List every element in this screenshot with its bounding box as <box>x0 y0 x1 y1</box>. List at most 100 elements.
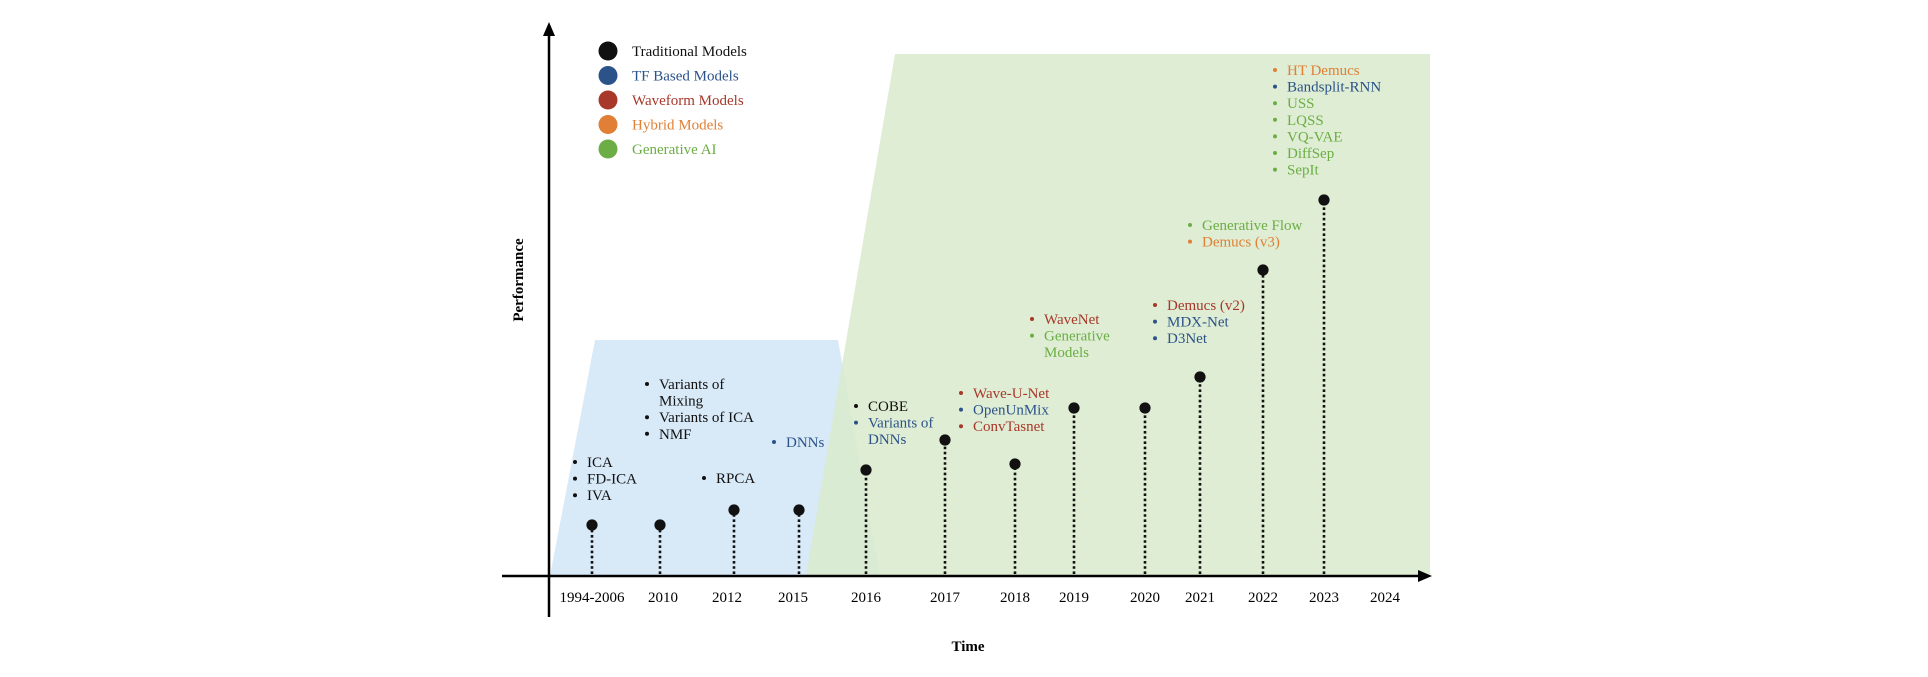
model-name: NMF <box>659 427 692 443</box>
model-name: Demucs (v3) <box>1202 235 1280 251</box>
legend-marker <box>598 115 618 134</box>
time-tick-label: 2021 <box>1185 590 1215 606</box>
legend-label: Generative AI <box>632 142 717 158</box>
timeline-marker <box>1194 371 1206 383</box>
model-name: WaveNet <box>1044 312 1100 328</box>
model-name: IVA <box>587 488 612 504</box>
bullet <box>1273 134 1277 139</box>
model-name: FD-ICA <box>587 472 637 488</box>
legend-marker <box>598 66 618 85</box>
bullet <box>854 404 858 408</box>
time-tick-label: 2015 <box>778 590 808 606</box>
timeline-marker <box>1009 458 1021 470</box>
model-name: Variants of <box>868 416 933 432</box>
model-name: COBE <box>868 399 908 415</box>
bullet <box>959 424 963 429</box>
legend: Traditional Models TF Based Models Wavefor… <box>598 41 747 159</box>
bullet <box>1273 151 1277 155</box>
legend-label: Hybrid Models <box>632 118 723 134</box>
bullet <box>645 415 649 420</box>
bullet <box>645 431 649 436</box>
stems <box>586 194 1330 574</box>
legend-marker <box>598 139 618 159</box>
model-name: RPCA <box>716 471 755 487</box>
time-tick-label: 1994-2006 <box>560 590 625 606</box>
model-name: Generative <box>1044 329 1110 345</box>
bullet <box>1273 117 1277 122</box>
model-name: LQSS <box>1287 113 1324 129</box>
bullet <box>772 440 776 444</box>
legend-label: Waveform Models <box>632 93 744 109</box>
time-tick-label: 2012 <box>712 590 742 606</box>
bullet <box>1273 167 1277 172</box>
bullet <box>1273 68 1277 72</box>
x-axis-arrow <box>1418 570 1432 582</box>
blue-region <box>550 340 880 576</box>
bullet <box>959 391 963 395</box>
bullet <box>1188 223 1192 227</box>
bullet <box>573 476 577 481</box>
model-name: SepIt <box>1287 163 1319 179</box>
model-name: MDX-Net <box>1167 315 1229 331</box>
model-name: Mixing <box>659 394 704 410</box>
model-name: D3Net <box>1167 331 1208 347</box>
timeline-marker <box>654 519 666 531</box>
model-group: RPCA <box>702 471 755 487</box>
model-name: Generative Flow <box>1202 218 1303 234</box>
timeline-marker <box>1068 402 1080 414</box>
time-tick-labels: 1994-2006 2010 2012 2015 2016 2017 2018 2019 202… <box>560 590 1401 606</box>
model-group: HT DemucsBandsplit-RNNUSSLQSSVQ-VAEDiffS… <box>1273 63 1381 179</box>
time-tick-label: 2016 <box>851 590 882 606</box>
bullet <box>1030 317 1034 321</box>
bullet <box>1030 333 1034 338</box>
model-name: HT Demucs <box>1287 63 1360 79</box>
legend-label: TF Based Models <box>632 69 739 85</box>
bullet <box>1153 319 1157 324</box>
timeline-marker <box>1318 194 1330 206</box>
bullet <box>854 420 858 425</box>
timeline-marker <box>586 519 598 531</box>
timeline-marker <box>860 464 872 476</box>
model-name: Wave-U-Net <box>973 386 1050 402</box>
bullet <box>1273 84 1277 89</box>
model-name: VQ-VAE <box>1287 129 1343 145</box>
timeline-marker <box>793 504 805 516</box>
time-tick-label: 2022 <box>1248 590 1278 606</box>
bullet <box>1188 239 1192 244</box>
time-tick-label: 2010 <box>648 590 678 606</box>
bullet <box>573 460 577 464</box>
time-tick-label: 2018 <box>1000 590 1030 606</box>
legend-marker <box>598 41 618 61</box>
legend-label: Traditional Models <box>632 44 747 60</box>
model-name: DNNs <box>868 432 906 448</box>
model-name: Models <box>1044 345 1089 361</box>
model-name: Variants of <box>659 377 724 393</box>
model-name: OpenUnMix <box>973 403 1049 419</box>
timeline-marker <box>728 504 740 516</box>
model-name: Demucs (v2) <box>1167 298 1245 314</box>
model-name: Variants of ICA <box>659 410 754 426</box>
time-tick-label: 2019 <box>1059 590 1089 606</box>
time-tick-label: 2023 <box>1309 590 1339 606</box>
time-tick-label: 2017 <box>930 590 961 606</box>
time-tick-label: 2020 <box>1130 590 1160 606</box>
timeline-marker <box>939 434 951 446</box>
model-name: DiffSep <box>1287 146 1334 162</box>
green-region <box>806 54 1430 576</box>
legend-marker <box>598 90 618 110</box>
model-name: ConvTasnet <box>973 419 1045 435</box>
bullet <box>702 476 706 480</box>
bullet <box>1273 101 1277 106</box>
bullet <box>1153 336 1157 341</box>
timeline-marker <box>1257 264 1269 276</box>
y-axis-title: Performance <box>511 238 527 322</box>
model-name: ICA <box>587 455 613 471</box>
